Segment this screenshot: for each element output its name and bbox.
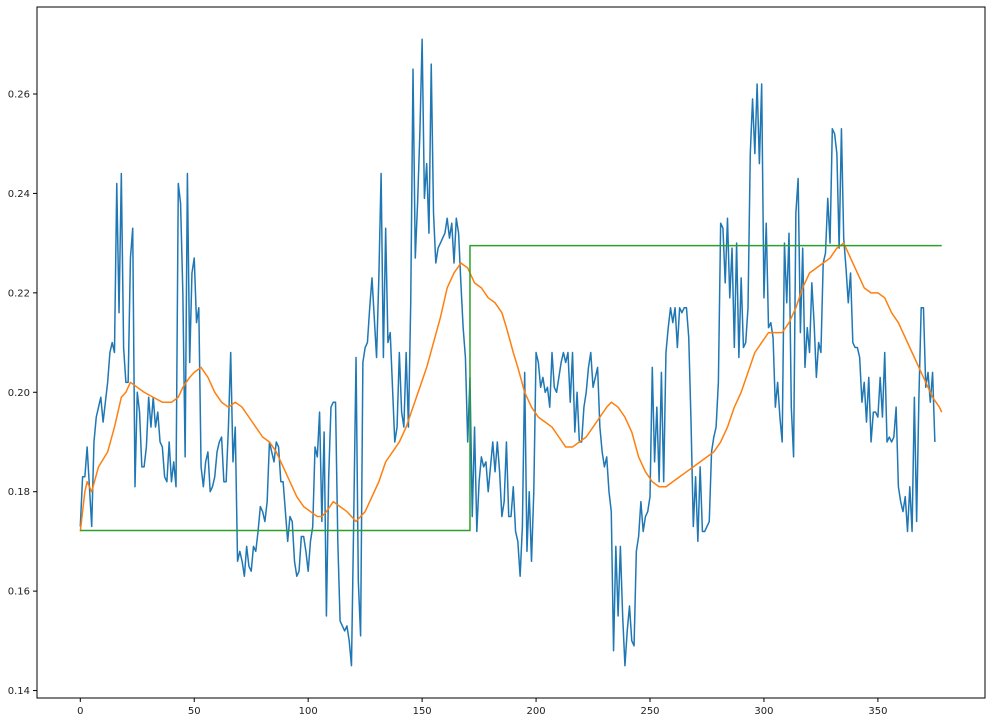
y-tick-label: 0.24 xyxy=(8,189,30,200)
series-layer xyxy=(79,38,943,667)
x-tick-label: 300 xyxy=(754,706,773,717)
series-line-1 xyxy=(79,38,936,667)
y-tick-label: 0.26 xyxy=(8,89,30,100)
series-line-3 xyxy=(80,244,942,532)
x-tick-label: 350 xyxy=(868,706,887,717)
x-tick-label: 50 xyxy=(188,706,201,717)
series-line-2 xyxy=(79,242,943,532)
y-tick-label: 0.22 xyxy=(8,288,30,299)
axes-frame xyxy=(36,6,986,699)
plot-area: 0 50 100 150 200 250 300 350 0.140.160.180.200.… xyxy=(8,6,986,717)
y-tick-label: 0.20 xyxy=(8,388,30,399)
y-axis: 0.14 0.16 0.18 0.20 0.22 0.24 0.26 xyxy=(8,89,37,697)
x-tick-label: 150 xyxy=(413,706,432,717)
x-tick-label: 100 xyxy=(299,706,318,717)
x-tick-label: 0 xyxy=(77,706,83,717)
x-axis: 0 50 100 150 200 250 300 350 xyxy=(77,698,887,717)
y-tick-label: 0.14 xyxy=(8,686,30,697)
y-tick-label: 0.16 xyxy=(8,587,30,598)
x-tick-label: 250 xyxy=(640,706,659,717)
x-tick-label: 200 xyxy=(527,706,546,717)
y-tick-label: 0.18 xyxy=(8,487,30,498)
